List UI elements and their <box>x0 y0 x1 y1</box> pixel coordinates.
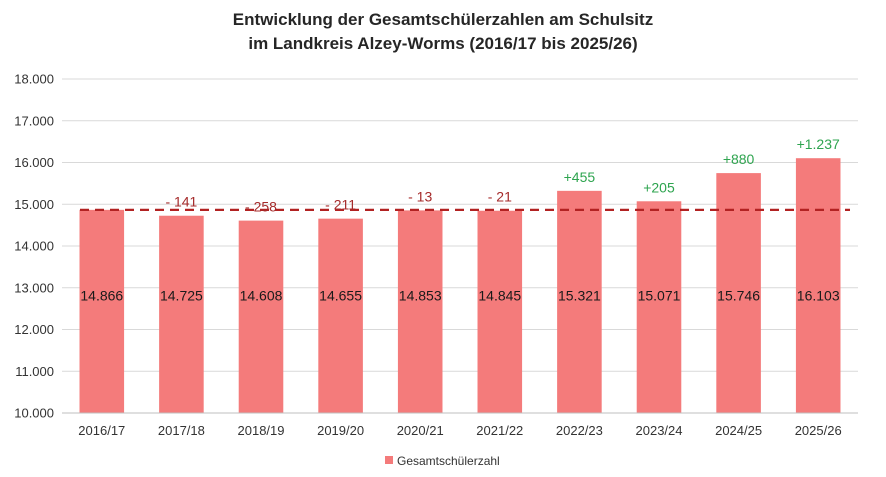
y-tick-label: 18.000 <box>14 72 54 87</box>
bars <box>79 158 841 413</box>
bar <box>477 210 523 413</box>
bar-value-label: 14.853 <box>399 287 442 303</box>
bar <box>795 158 841 413</box>
x-tick-label: 2020/21 <box>397 423 444 438</box>
y-tick-label: 17.000 <box>14 113 54 128</box>
data-labels: 14.866 14.725 - 141 14.608 - 258 14.655 - 211 1… <box>80 136 840 303</box>
bar <box>636 201 682 413</box>
y-tick-label: 10.000 <box>14 406 54 421</box>
diff-label: - 258 <box>245 199 277 215</box>
bar-value-label: 14.845 <box>478 287 521 303</box>
x-axis: 2016/17 2017/18 2018/19 2019/20 2020/21 2021/… <box>62 412 858 438</box>
x-tick-label: 2022/23 <box>556 423 603 438</box>
legend: Gesamtschülerzahl <box>385 454 500 468</box>
diff-label: +205 <box>643 179 675 195</box>
bar-value-label: 15.321 <box>558 287 601 303</box>
bar <box>318 218 363 413</box>
bar-value-label: 15.071 <box>638 287 681 303</box>
x-tick-label: 2025/26 <box>795 423 842 438</box>
bar <box>716 173 761 413</box>
diff-label: - 13 <box>408 188 432 204</box>
bar <box>557 190 602 413</box>
x-tick-label: 2018/19 <box>238 423 285 438</box>
x-tick-label: 2024/25 <box>715 423 762 438</box>
diff-label: +455 <box>564 169 596 185</box>
bar <box>238 220 284 413</box>
x-tick-label: 2017/18 <box>158 423 205 438</box>
bar-value-label: 16.103 <box>797 287 840 303</box>
x-tick-label: 2019/20 <box>317 423 364 438</box>
x-tick-label: 2023/24 <box>636 423 683 438</box>
y-tick-label: 13.000 <box>14 280 54 295</box>
bar <box>159 215 204 413</box>
bar-value-label: 14.608 <box>240 287 283 303</box>
diff-label: +1.237 <box>797 136 840 152</box>
legend-swatch <box>385 456 393 464</box>
y-tick-label: 14.000 <box>14 239 54 254</box>
diff-label: - 21 <box>488 189 512 205</box>
bar-value-label: 14.866 <box>80 287 123 303</box>
chart-title-line-1: Entwicklung der Gesamtschülerzahlen am S… <box>232 10 654 29</box>
bar-value-label: 14.655 <box>319 287 362 303</box>
bar <box>79 209 125 413</box>
diff-label: +880 <box>723 151 755 167</box>
chart-title: Entwicklung der Gesamtschülerzahlen am S… <box>0 8 886 56</box>
bar-value-label: 15.746 <box>717 287 760 303</box>
bar <box>397 210 443 413</box>
x-tick-label: 2021/22 <box>476 423 523 438</box>
y-tick-label: 12.000 <box>14 322 54 337</box>
legend-label: Gesamtschülerzahl <box>397 454 500 468</box>
bar-value-label: 14.725 <box>160 287 203 303</box>
y-tick-label: 11.000 <box>15 364 54 379</box>
x-tick-label: 2016/17 <box>78 423 125 438</box>
y-axis: 10.000 11.000 12.000 13.000 14.000 15.000 16.0… <box>14 72 54 421</box>
y-tick-label: 15.000 <box>14 197 54 212</box>
diff-label: - 211 <box>325 197 356 213</box>
chart-title-line-2: im Landkreis Alzey-Worms (2016/17 bis 20… <box>248 34 638 53</box>
diff-label: - 141 <box>165 194 197 210</box>
y-tick-label: 16.000 <box>14 155 54 170</box>
